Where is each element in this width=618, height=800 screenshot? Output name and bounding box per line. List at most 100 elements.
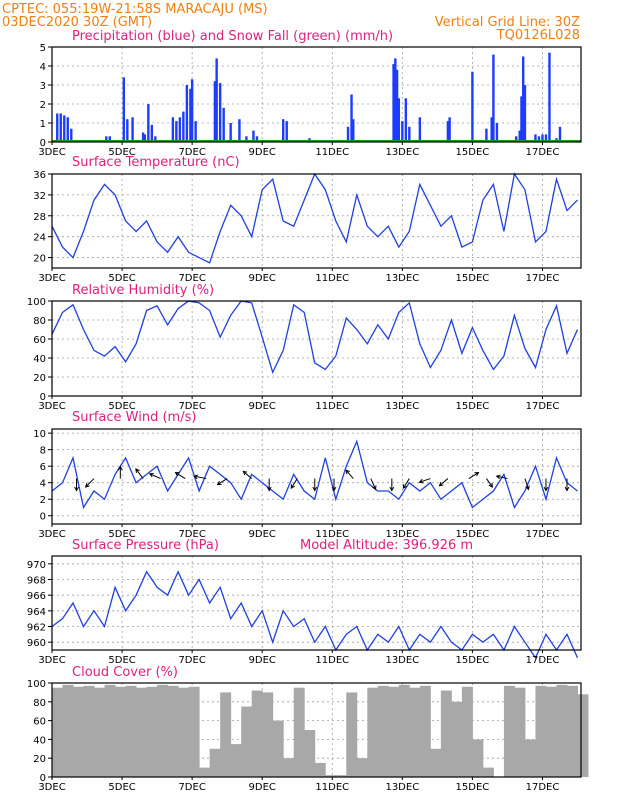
y-tick-label: 60 [33, 717, 46, 728]
y-tick-label: 28 [33, 212, 46, 223]
precip-bar [182, 111, 185, 142]
humidity-line [51, 300, 579, 375]
plot-frame [51, 555, 582, 651]
cloud-bar [146, 686, 158, 777]
precip-bar [238, 119, 241, 142]
cloud-bar [440, 690, 452, 777]
precip-bar [63, 115, 66, 142]
y-tick-label: 20 [33, 373, 46, 384]
y-tick-label: 3 [40, 81, 46, 92]
wind-arrow [135, 468, 144, 479]
precip-bar [194, 121, 197, 142]
x-tick-label: 5DEC [108, 273, 135, 284]
wind-arrow [345, 469, 354, 479]
y-tick-label: 80 [33, 316, 46, 327]
cloud-bar [356, 758, 368, 777]
x-tick-label: 15DEC [456, 147, 490, 158]
x-tick-label: 7DEC [178, 273, 205, 284]
cloud-bar [556, 684, 568, 777]
x-tick-label: 9DEC [249, 401, 276, 412]
x-tick-label: 17DEC [526, 273, 560, 284]
cloud-bar [377, 685, 389, 777]
x-tick-label: 5DEC [108, 529, 135, 540]
precip-bar [495, 123, 499, 142]
cloud-bar [188, 686, 200, 777]
y-tick-label: 0 [40, 512, 46, 523]
precip-bar [56, 113, 59, 142]
y-tick-label: 0 [40, 773, 46, 784]
precip-bar [408, 126, 411, 142]
wind-arrow-head [74, 486, 79, 492]
cloud-bar [367, 687, 379, 777]
x-tick-label: 3DEC [38, 273, 65, 284]
x-tick-label: 9DEC [249, 273, 276, 284]
precip-bar [544, 134, 548, 142]
precip-bar [147, 104, 150, 142]
wind-arrow-head [372, 485, 377, 491]
precip-bar [448, 117, 451, 142]
x-tick-label: 11DEC [315, 147, 349, 158]
precip-bar [126, 119, 129, 142]
precip-bar [222, 107, 225, 142]
wind-arrow-head [331, 486, 337, 492]
wind-arrow-head [174, 472, 180, 477]
y-tick-label: 964 [27, 607, 46, 618]
cloud-panel: 0 20 40 60 80 100 3DEC 5DEC 7DEC 9DEC 11DEC 13DEC 15… [27, 665, 589, 793]
cloud-bar [388, 686, 400, 777]
y-tick-label: 40 [33, 735, 46, 746]
precip-bar [143, 134, 147, 142]
cloud-bar [62, 684, 74, 777]
x-tick-label: 11DEC [315, 655, 349, 666]
precip-title: Precipitation (blue) and Snow Fall (gree… [72, 29, 393, 44]
precip-bar [175, 121, 178, 142]
precip-bar [446, 121, 450, 142]
cloud-bar [451, 701, 463, 777]
wind-arrow [85, 478, 95, 488]
wind-arrow-head [312, 486, 318, 492]
wind-arrow [486, 478, 493, 488]
cloud-bar [125, 685, 137, 777]
wind-arrow-head [135, 468, 140, 473]
precip-bar [558, 126, 562, 142]
wind-arrow-head [148, 472, 154, 478]
wind-arrow-head [438, 481, 444, 487]
cloud-bar [419, 685, 431, 777]
wind-arrow-head [474, 472, 480, 477]
wind-arrow [402, 478, 410, 489]
y-tick-label: 4 [40, 62, 46, 73]
cloud-bar [199, 767, 211, 777]
wind-arrow [496, 475, 508, 480]
precip-bar [490, 117, 493, 142]
precip-bar [397, 98, 401, 142]
wind-arrow [242, 470, 253, 479]
cloud-bar [83, 685, 95, 777]
cloud-bar [94, 687, 106, 777]
x-tick-label: 17DEC [526, 529, 560, 540]
pressure-subtitle: Model Altitude: 396.926 m [300, 538, 473, 553]
x-tick-label: 11DEC [315, 529, 349, 540]
x-tick-label: 7DEC [178, 401, 205, 412]
wind-arrow-head [495, 474, 501, 480]
cloud-bar [73, 686, 84, 777]
x-tick-label: 5DEC [108, 147, 135, 158]
plot-frame [51, 46, 582, 143]
x-tick-label: 11DEC [315, 401, 349, 412]
x-tick-label: 13DEC [385, 147, 419, 158]
cloud-bar [262, 692, 274, 777]
precip-panel: 0 1 2 3 4 5 3DEC 5DEC 7DEC 9DEC 11DEC 13DEC 15DEC 17D… [38, 29, 582, 158]
precip-bar [521, 56, 525, 142]
wind-arrow-head [418, 478, 424, 484]
precip-bar [392, 64, 395, 142]
cloud-bar [566, 685, 578, 777]
y-tick-label: 0 [40, 392, 46, 403]
wind-arrow-head [564, 486, 570, 492]
cloud-bar [482, 767, 494, 777]
x-tick-label: 3DEC [38, 147, 65, 158]
y-tick-label: 4 [40, 479, 46, 490]
wind-arrow-head [242, 470, 248, 476]
cloud-bar [346, 692, 358, 777]
cloud-bar [304, 730, 316, 777]
x-tick-label: 7DEC [178, 782, 205, 793]
x-tick-label: 13DEC [385, 273, 419, 284]
y-tick-label: 10 [33, 429, 46, 440]
